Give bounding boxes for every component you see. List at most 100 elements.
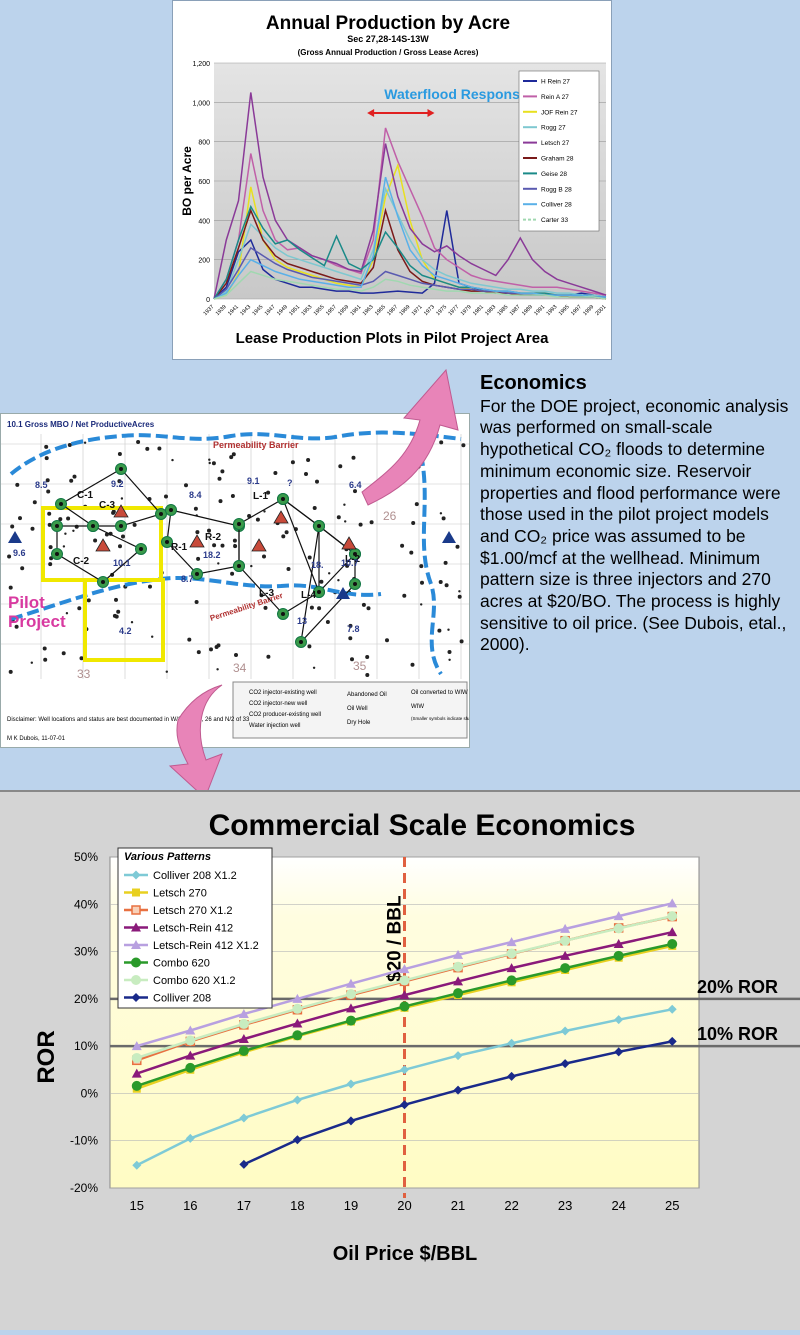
economics-legend-label: Colliver 208 bbox=[153, 993, 211, 1005]
production-series-line bbox=[213, 204, 606, 300]
map-well bbox=[208, 461, 211, 465]
map-title: 10.1 Gross MBO / Net ProductiveAcres bbox=[7, 420, 155, 429]
map-well bbox=[317, 606, 322, 611]
pilot-label-line2: Project bbox=[8, 612, 66, 631]
economics-x-tick: 23 bbox=[558, 1198, 572, 1213]
map-well bbox=[61, 651, 66, 656]
waterflood-response-label: Waterflood Response bbox=[384, 86, 528, 102]
economics-series-group bbox=[239, 1036, 677, 1169]
map-well bbox=[111, 510, 116, 515]
map-well bbox=[416, 464, 421, 469]
map-well bbox=[44, 444, 49, 449]
economics-marker bbox=[131, 1052, 142, 1063]
producer-well-core bbox=[281, 497, 285, 501]
map-well bbox=[15, 482, 20, 487]
arrow-left-head bbox=[367, 109, 375, 117]
production-x-tick: 1953 bbox=[301, 304, 314, 317]
map-well bbox=[117, 479, 122, 484]
injector-well-icon bbox=[273, 510, 289, 524]
economics-marker bbox=[131, 1068, 142, 1078]
map-value-label: 4.2 bbox=[119, 626, 132, 636]
map-well bbox=[120, 497, 124, 500]
map-well bbox=[230, 571, 235, 576]
map-well bbox=[284, 530, 289, 535]
map-well bbox=[336, 515, 341, 520]
economics-marker bbox=[185, 1050, 196, 1060]
map-well bbox=[64, 532, 67, 535]
map-section-number: 26 bbox=[383, 509, 397, 523]
ror-label: 20% ROR bbox=[697, 977, 778, 997]
map-section-number: 35 bbox=[353, 659, 367, 673]
map-legend-label: CO2 producer-existing well bbox=[249, 712, 321, 718]
economics-x-tick: 21 bbox=[451, 1198, 465, 1213]
map-well bbox=[83, 441, 87, 444]
map-well bbox=[148, 584, 152, 589]
economics-marker bbox=[131, 993, 141, 1002]
economics-marker bbox=[238, 1008, 249, 1018]
map-well bbox=[216, 643, 221, 648]
map-well bbox=[164, 494, 168, 499]
production-y-tick: 0 bbox=[206, 297, 210, 304]
map-well bbox=[343, 503, 346, 506]
map-well bbox=[319, 579, 324, 584]
production-series bbox=[213, 92, 607, 300]
map-value-label: 13 bbox=[297, 616, 307, 626]
map-well bbox=[209, 647, 213, 652]
economics-body: For the DOE project, economic analysis w… bbox=[480, 395, 789, 655]
map-section-numbers: 26 33 34 35 bbox=[77, 509, 397, 681]
economics-marker bbox=[399, 990, 410, 1000]
map-well bbox=[212, 543, 217, 548]
map-value-label: 18. bbox=[311, 560, 324, 570]
map-well bbox=[48, 545, 53, 550]
production-x-tick: 1981 bbox=[472, 304, 485, 317]
production-x-tick: 1967 bbox=[386, 304, 399, 317]
production-y-tick: 400 bbox=[198, 218, 210, 225]
map-legend-label: (Smaller symbols indicate shallow wells … bbox=[411, 716, 470, 721]
map-well bbox=[93, 538, 98, 543]
map-well bbox=[42, 646, 47, 651]
map-well bbox=[62, 545, 66, 548]
map-well bbox=[48, 562, 53, 567]
production-x-tick: 1997 bbox=[570, 304, 583, 317]
map-well bbox=[194, 600, 199, 604]
production-chart-subtitle: Sec 27,28-14S-13W bbox=[347, 34, 429, 44]
waterflood-response-arrow bbox=[367, 109, 435, 117]
economics-marker bbox=[453, 949, 464, 959]
economics-marker bbox=[292, 1095, 302, 1105]
production-chart-title: Annual Production by Acre bbox=[266, 13, 510, 34]
map-well bbox=[273, 471, 278, 475]
economics-marker bbox=[131, 1080, 142, 1091]
map-well bbox=[457, 594, 462, 599]
economics-legend: Various Patterns Colliver 208 X1.2 Letsch … bbox=[117, 847, 273, 1009]
production-x-tick: 1939 bbox=[215, 304, 228, 317]
economics-marker bbox=[345, 1003, 356, 1013]
production-legend-label: Colliver 28 bbox=[541, 202, 572, 209]
economics-chart: Commercial Scale Economics -20% -10% 0% 10%… bbox=[33, 809, 800, 1265]
map-well bbox=[136, 440, 141, 444]
map-well bbox=[112, 613, 117, 618]
production-chart-subtitle2: (Gross Annual Production / Gross Lease A… bbox=[298, 48, 479, 57]
map-well bbox=[351, 455, 356, 460]
producer-well-core bbox=[119, 467, 123, 471]
map-well bbox=[439, 512, 443, 515]
production-legend-label: Rogg 27 bbox=[541, 125, 566, 132]
map-well bbox=[338, 464, 343, 469]
map-value-label: 18.2 bbox=[203, 550, 221, 560]
economics-y-axis-label: ROR bbox=[33, 1030, 60, 1083]
economics-y-tick: 30% bbox=[74, 945, 98, 959]
economics-marker bbox=[131, 1041, 142, 1051]
production-series-line bbox=[213, 270, 607, 300]
map-well bbox=[441, 516, 446, 521]
economics-series-group bbox=[131, 898, 678, 1051]
production-x-tick: 1957 bbox=[325, 304, 338, 317]
map-well bbox=[233, 544, 238, 549]
map-well bbox=[304, 472, 308, 476]
map-well bbox=[455, 544, 460, 549]
injector-well-icon bbox=[251, 538, 267, 552]
economics-marker bbox=[560, 1059, 570, 1069]
economics-marker bbox=[400, 1065, 409, 1075]
map-well bbox=[353, 489, 357, 494]
economics-heading: Economics bbox=[480, 372, 587, 394]
economics-marker bbox=[453, 1085, 463, 1095]
price-reference-line: $20 / BBL bbox=[385, 857, 406, 1198]
